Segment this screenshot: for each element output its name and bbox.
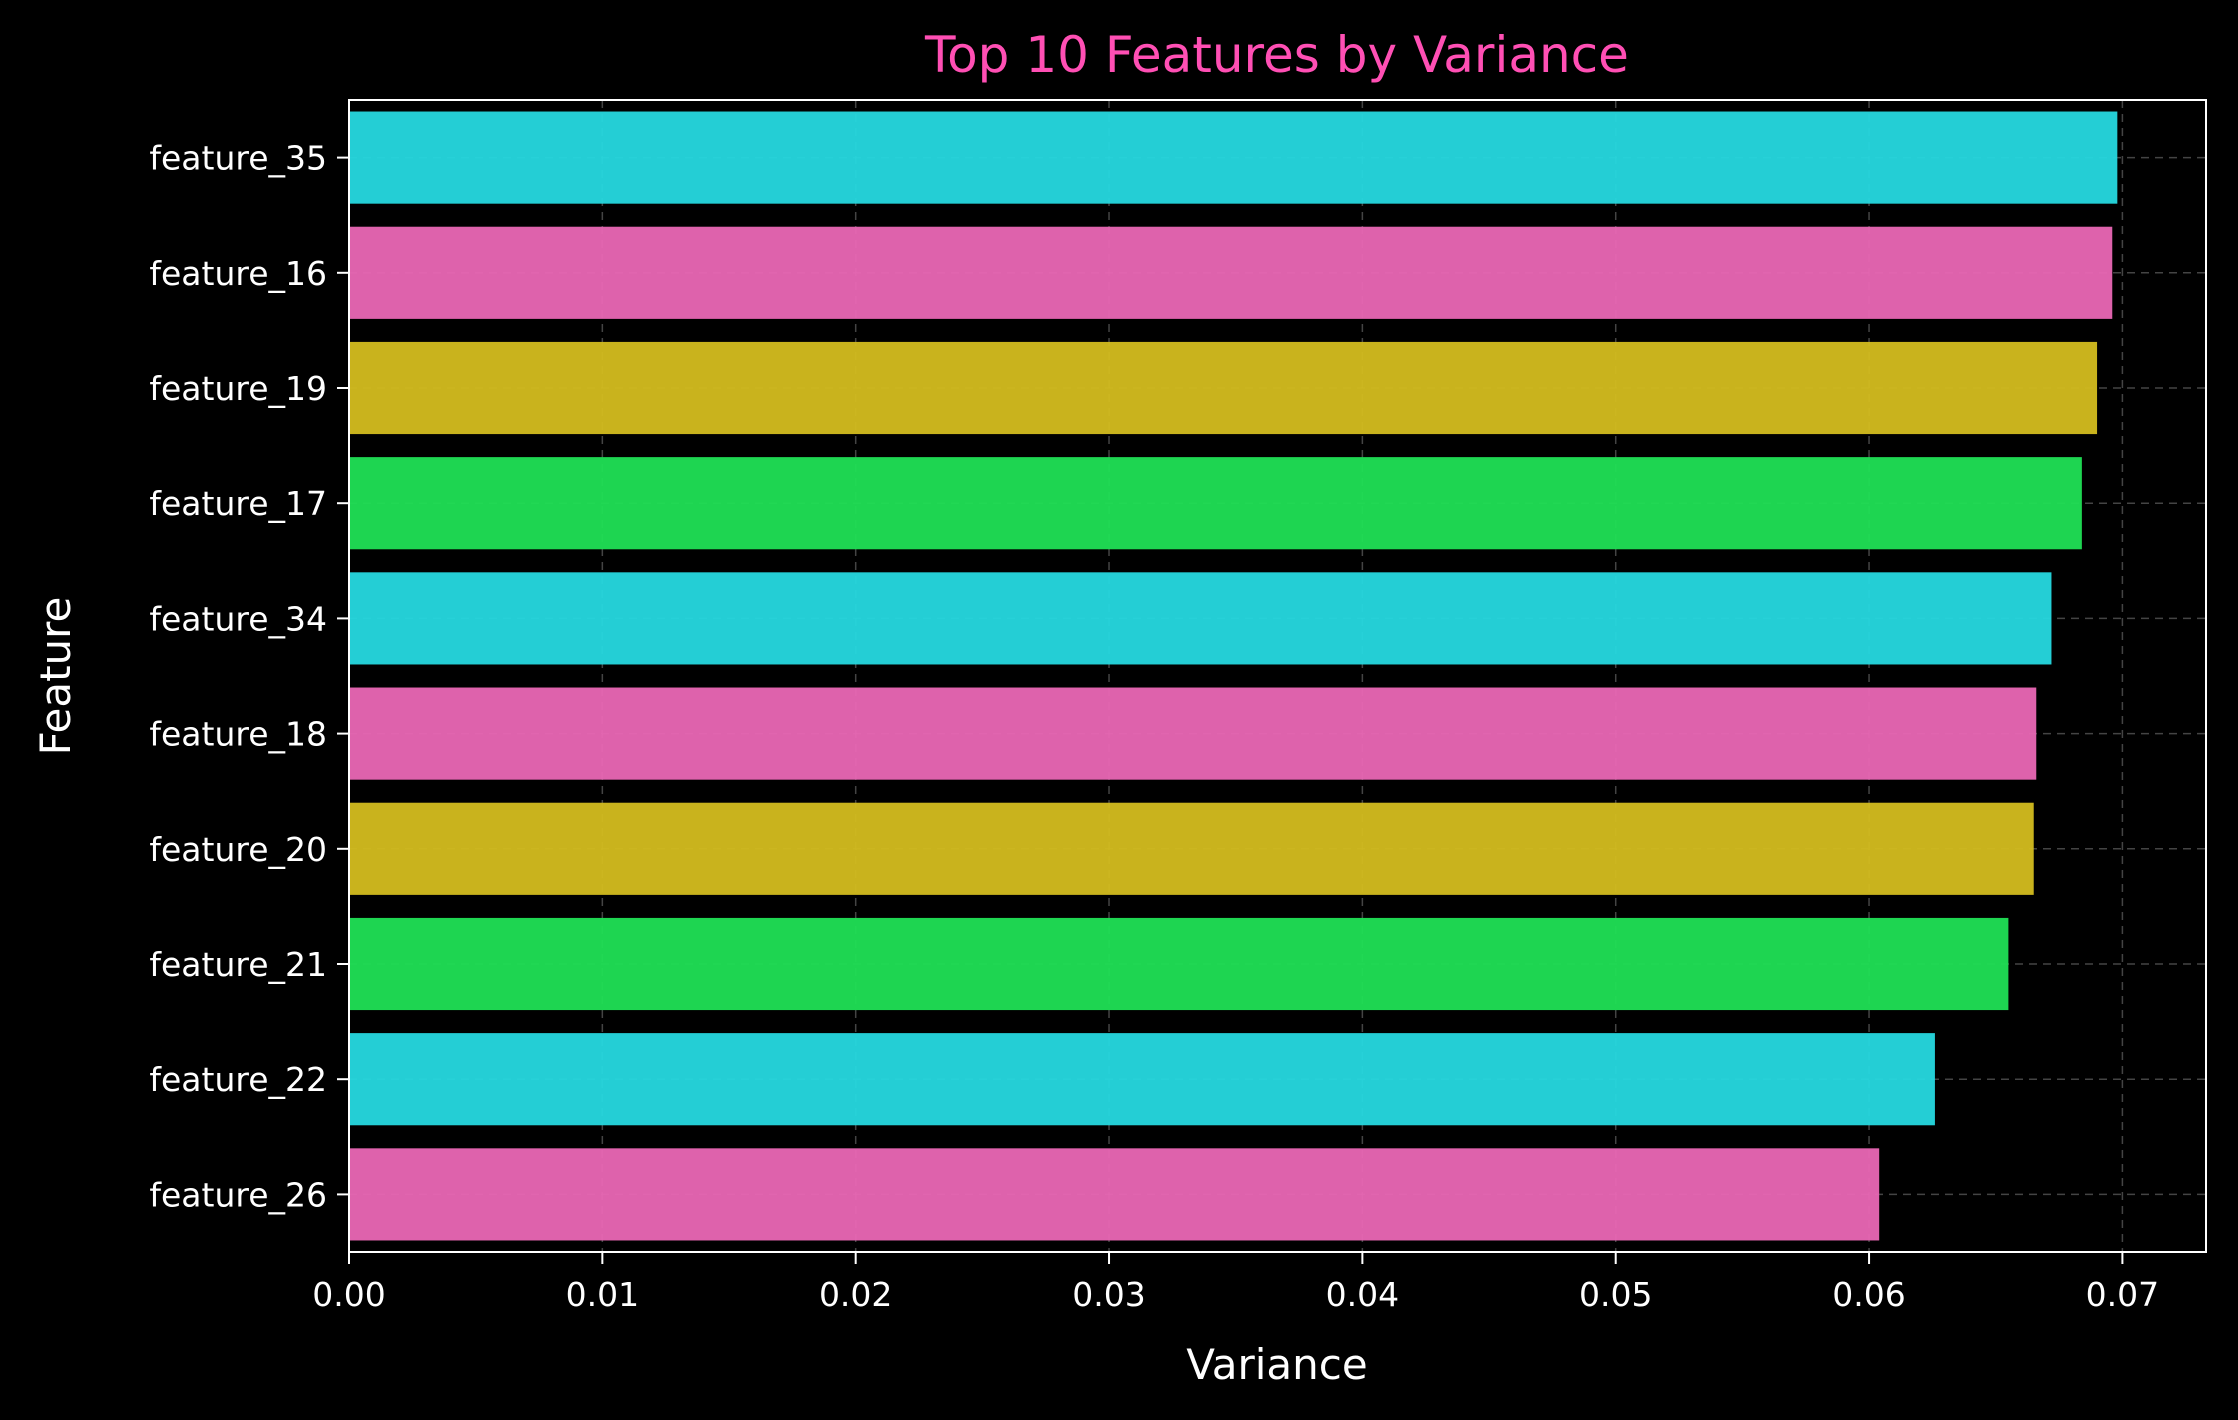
y-tick-label-feature_19: feature_19 — [149, 369, 327, 408]
bar-feature_18 — [349, 687, 2037, 780]
bar-feature_26 — [349, 1148, 1880, 1241]
x-tick-label: 0.05 — [1579, 1275, 1652, 1314]
bar-feature_16 — [349, 226, 2113, 319]
x-axis-ticks: 0.00 0.01 0.02 0.03 0.04 0.05 0.06 0.07 — [312, 1252, 2159, 1314]
y-tick-label-feature_22: feature_22 — [149, 1060, 327, 1099]
bars — [349, 111, 2118, 1241]
bar-feature_17 — [349, 457, 2082, 550]
chart-title: Top 10 Features by Variance — [924, 26, 1629, 84]
bar-feature_20 — [349, 802, 2034, 895]
bar-feature_34 — [349, 572, 2052, 665]
bar-feature_19 — [349, 341, 2098, 435]
bar-feature_21 — [349, 917, 2009, 1011]
x-tick-label: 0.01 — [566, 1275, 639, 1314]
y-tick-label-feature_34: feature_34 — [149, 599, 327, 638]
plot-frame — [348, 99, 2207, 1253]
y-tick-label-feature_17: feature_17 — [149, 484, 327, 523]
y-tick-label-feature_18: feature_18 — [149, 715, 327, 754]
x-axis-label: Variance — [1186, 1340, 1367, 1389]
x-tick-label: 0.03 — [1072, 1275, 1145, 1314]
y-axis-ticks: feature_35 feature_16 feature_19 feature_17… — [149, 139, 349, 1214]
bar-feature_35 — [349, 111, 2118, 204]
x-tick-label: 0.06 — [1832, 1275, 1905, 1314]
x-tick-label: 0.04 — [1326, 1275, 1399, 1314]
x-tick-label: 0.00 — [312, 1275, 385, 1314]
y-tick-label-feature_26: feature_26 — [149, 1175, 327, 1214]
bar-feature_22 — [349, 1033, 1935, 1126]
y-tick-label-feature_16: feature_16 — [149, 254, 327, 293]
y-axis-label: Feature — [31, 597, 80, 756]
x-tick-label: 0.07 — [2086, 1275, 2159, 1314]
y-tick-label-feature_21: feature_21 — [149, 945, 327, 984]
y-tick-label-feature_20: feature_20 — [149, 830, 327, 869]
y-tick-label-feature_35: feature_35 — [149, 139, 327, 178]
x-tick-label: 0.02 — [819, 1275, 892, 1314]
